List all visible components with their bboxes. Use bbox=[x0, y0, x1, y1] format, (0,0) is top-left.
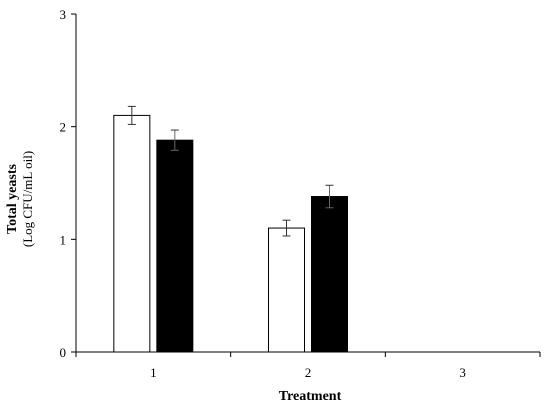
y-axis-title-line2: (Log CFU/mL oil) bbox=[20, 151, 35, 247]
bar bbox=[156, 139, 194, 353]
x-tick-label: 1 bbox=[150, 365, 157, 380]
y-ticks: 0 1 2 3 bbox=[60, 7, 76, 360]
bar bbox=[268, 227, 305, 353]
bar bbox=[113, 114, 151, 353]
y-tick-label: 1 bbox=[60, 232, 67, 247]
y-tick-label: 2 bbox=[60, 120, 67, 135]
y-axis-title: Total yeasts (Log CFU/mL oil) bbox=[5, 151, 35, 247]
y-tick-label: 0 bbox=[60, 345, 67, 360]
x-axis-title: Treatment bbox=[279, 389, 342, 404]
bars bbox=[113, 105, 348, 353]
x-ticks: 1 2 3 bbox=[75, 352, 541, 380]
axes bbox=[75, 14, 540, 353]
y-axis-title-line1: Total yeasts bbox=[5, 164, 20, 234]
x-tick-label: 2 bbox=[305, 365, 312, 380]
y-tick-label: 3 bbox=[60, 7, 67, 22]
bar bbox=[311, 196, 348, 353]
x-tick-label: 3 bbox=[459, 365, 466, 380]
